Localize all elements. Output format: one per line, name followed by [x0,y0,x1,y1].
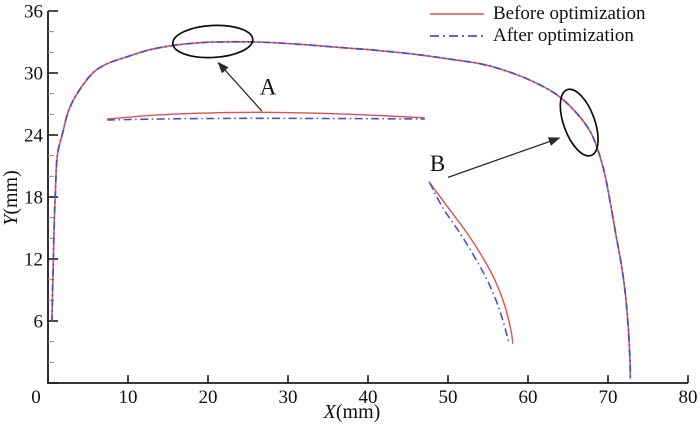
main-curve-before [51,40,632,379]
annotation-label-A: A [260,74,277,99]
legend-label-before: Before optimization [493,3,646,24]
x-tick-label: 50 [439,387,458,408]
y-axis-label-variable: Y [0,214,22,226]
legend: Before optimization After optimization [428,3,645,47]
legend-line-after-icon [430,35,484,37]
axes [47,11,688,384]
y-tick-label: 36 [24,2,43,23]
x-tick-label: 30 [279,387,298,408]
y-tick-label: 18 [24,188,43,209]
x-tick-label: 40 [359,387,378,408]
curves [51,40,632,379]
detail-B-before [428,181,514,344]
x-axis-label: X(mm) [272,401,432,427]
detail-A-after [107,117,425,121]
x-tick-label: 70 [599,387,618,408]
arrow-to-region-A [217,61,263,112]
y-tick-label: 30 [24,64,43,85]
legend-item-after: After optimization [428,25,645,47]
annotation-label-B: B [430,151,445,176]
detail-A-before [107,111,425,120]
x-axis-label-unit: (mm) [335,401,381,423]
x-tick-label: 10 [119,387,138,408]
main-curve-after [51,40,632,379]
legend-label-after: After optimization [493,25,634,46]
y-axis-label: Y(mm) [0,155,26,241]
y-tick-label: 12 [24,250,43,271]
ticks [47,10,689,384]
x-tick-label: 20 [199,387,218,408]
legend-item-before: Before optimization [428,3,645,25]
y-tick-label: 6 [34,312,44,333]
x-tick-label: 60 [519,387,538,408]
annotation-ellipse-region-B [559,88,599,157]
arrow-to-region-B [447,137,561,178]
x-axis-label-variable: X [323,401,336,423]
x-tick-label: 80 [679,387,698,408]
detail-B-after [428,182,510,343]
y-tick-label: 24 [24,126,44,147]
y-axis-label-unit: (mm) [0,170,22,215]
legend-line-before-icon [430,13,484,15]
annotation-ellipse-region-A [171,24,254,59]
annotations: AB [171,24,599,178]
origin-tick-label: 0 [31,387,41,408]
tick-labels: 10 20 30 40 50 60 70 80 6 12 18 24 30 36 0 [24,2,698,409]
